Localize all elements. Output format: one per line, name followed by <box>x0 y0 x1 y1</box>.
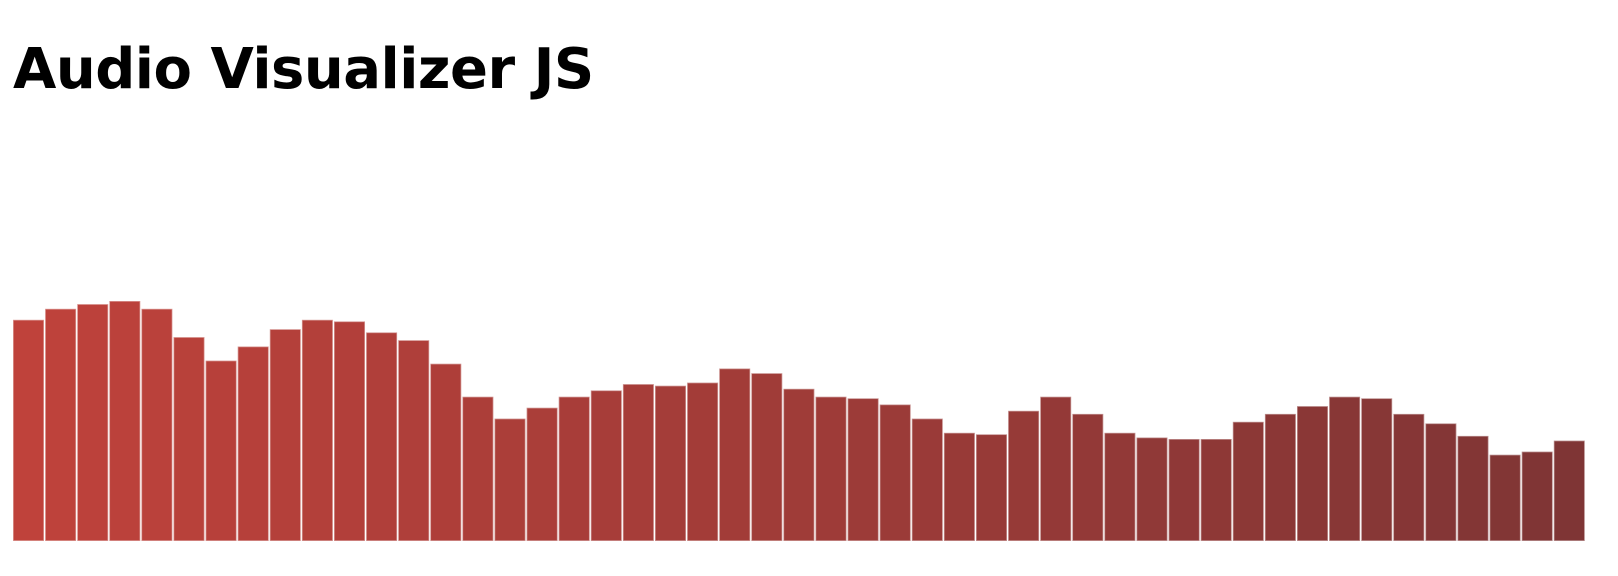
frequency-bar <box>557 395 591 542</box>
frequency-bar <box>108 300 142 542</box>
frequency-bar <box>814 395 848 542</box>
frequency-bar <box>654 384 687 542</box>
frequency-bar <box>1103 432 1137 542</box>
frequency-bar <box>461 395 495 542</box>
frequency-bar <box>1392 413 1426 542</box>
frequency-bar <box>269 328 302 542</box>
frequency-bar <box>525 406 559 542</box>
frequency-bar <box>1007 410 1040 542</box>
frequency-bar <box>1296 405 1329 542</box>
frequency-bar <box>1264 413 1297 542</box>
frequency-bar <box>943 432 976 542</box>
frequency-bar <box>365 331 398 542</box>
frequency-bar <box>397 339 430 542</box>
frequency-bar <box>333 320 366 542</box>
frequency-bar <box>140 308 174 542</box>
frequency-bar <box>204 359 238 542</box>
frequency-bar <box>301 319 334 542</box>
frequency-bar <box>12 319 45 542</box>
frequency-bar <box>878 403 912 542</box>
frequency-bar <box>750 372 784 542</box>
frequency-bar <box>236 345 270 542</box>
frequency-bar <box>1360 397 1393 542</box>
frequency-bar <box>975 433 1008 542</box>
frequency-bar <box>1520 450 1554 542</box>
frequency-bar <box>1039 395 1072 542</box>
frequency-bar <box>429 362 463 542</box>
frequency-bar <box>493 417 527 542</box>
frequency-bar <box>718 367 751 542</box>
frequency-bar <box>76 303 109 542</box>
frequency-bar <box>1553 439 1586 542</box>
frequency-bar <box>846 397 880 542</box>
frequency-bar <box>686 381 719 542</box>
frequency-bar <box>1071 413 1105 542</box>
frequency-bar <box>1135 436 1169 542</box>
frequency-bar <box>1456 435 1490 542</box>
frequency-bar <box>782 388 816 542</box>
frequency-bar <box>1488 453 1522 542</box>
frequency-bar <box>911 417 944 542</box>
frequency-bar <box>44 308 77 542</box>
frequency-bar <box>1328 395 1361 542</box>
frequency-bar <box>622 383 655 542</box>
frequency-bar <box>590 389 623 542</box>
frequency-bar <box>1199 438 1233 542</box>
frequency-bar <box>1167 438 1201 542</box>
page-title: Audio Visualizer JS <box>13 37 594 102</box>
frequency-bar <box>1232 421 1265 542</box>
frequency-bar <box>1424 422 1458 542</box>
frequency-bar <box>172 336 206 542</box>
